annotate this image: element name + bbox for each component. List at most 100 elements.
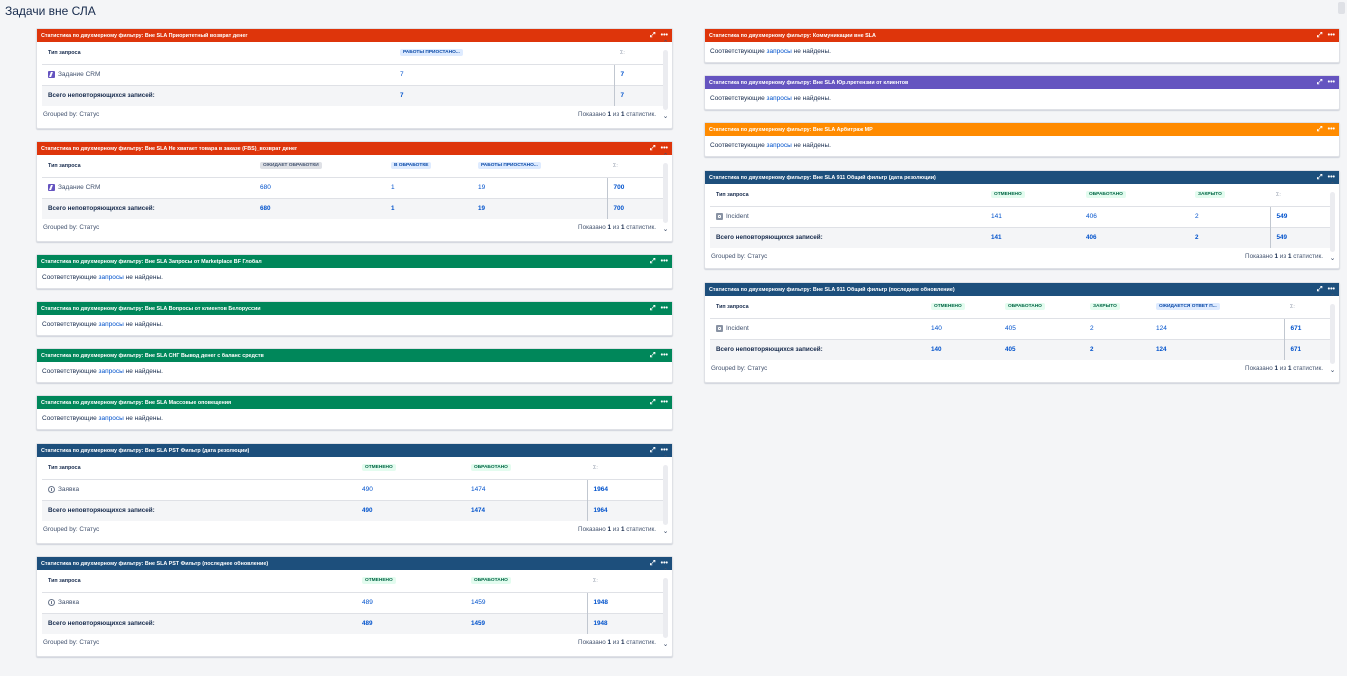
menu-icon[interactable]: ••• xyxy=(660,352,668,359)
total-sum[interactable]: 671 xyxy=(1283,338,1332,360)
menu-icon[interactable]: ••• xyxy=(660,258,668,265)
scroll-down-icon[interactable]: ⌄ xyxy=(662,226,669,233)
expand-icon[interactable]: ⤢ xyxy=(650,560,656,567)
row-value[interactable]: 2 xyxy=(1084,317,1150,339)
requests-link[interactable]: запросы xyxy=(98,415,124,422)
status-lozenge[interactable]: ОБРАБОТАНО xyxy=(471,577,511,585)
gadget-header[interactable]: Статистика по двухмерному фильтру: Комму… xyxy=(705,29,1339,42)
gadget-header[interactable]: Статистика по двухмерному фильтру: Вне S… xyxy=(37,142,672,155)
total-sum[interactable]: 7 xyxy=(613,84,665,106)
scroll-up-icon[interactable]: ⌃ xyxy=(662,153,669,160)
row-value[interactable]: 141 xyxy=(985,205,1080,227)
menu-icon[interactable]: ••• xyxy=(660,447,668,454)
row-sum[interactable]: 1948 xyxy=(586,591,665,613)
total-value[interactable]: 140 xyxy=(925,338,999,360)
row-value[interactable]: 124 xyxy=(1150,317,1284,339)
total-value[interactable]: 141 xyxy=(985,226,1080,248)
row-value[interactable]: 140 xyxy=(925,317,999,339)
row-sum[interactable]: 549 xyxy=(1269,205,1332,227)
row-value[interactable]: 1474 xyxy=(465,478,587,500)
expand-icon[interactable]: ⤢ xyxy=(1317,79,1323,86)
status-lozenge[interactable]: ОТМЕНЕНО xyxy=(362,577,396,585)
menu-icon[interactable]: ••• xyxy=(660,32,668,39)
requests-link[interactable]: запросы xyxy=(766,95,792,102)
scroll-up-icon[interactable]: ⌃ xyxy=(1329,182,1336,189)
gadget-scrollbar[interactable]: ⌃ ⌄ xyxy=(662,455,669,535)
requests-link[interactable]: запросы xyxy=(766,48,792,55)
gadget-scrollbar[interactable]: ⌃ ⌄ xyxy=(1329,182,1336,262)
status-lozenge[interactable]: ОТМЕНЕНО xyxy=(362,464,396,472)
gadget-header[interactable]: Статистика по двухмерному фильтру: Вне S… xyxy=(705,283,1339,296)
total-value[interactable]: 406 xyxy=(1080,226,1189,248)
gadget-scrollbar[interactable]: ⌃ ⌄ xyxy=(1329,294,1336,374)
expand-icon[interactable]: ⤢ xyxy=(650,32,656,39)
total-value[interactable]: 405 xyxy=(999,338,1084,360)
gadget-header[interactable]: Статистика по двухмерному фильтру: Вне S… xyxy=(37,302,672,315)
gadget-scrollbar[interactable]: ⌃ ⌄ xyxy=(662,40,669,120)
requests-link[interactable]: запросы xyxy=(98,368,124,375)
total-sum[interactable]: 1964 xyxy=(586,499,665,521)
expand-icon[interactable]: ⤢ xyxy=(650,447,656,454)
row-sum[interactable]: 7 xyxy=(613,63,665,85)
status-lozenge[interactable]: ОБРАБОТАНО xyxy=(1086,191,1126,199)
row-value[interactable]: 405 xyxy=(999,317,1084,339)
scroll-up-icon[interactable]: ⌃ xyxy=(662,568,669,575)
expand-icon[interactable]: ⤢ xyxy=(1317,286,1323,293)
menu-icon[interactable]: ••• xyxy=(1327,79,1335,86)
gadget-header[interactable]: Статистика по двухмерному фильтру: Вне S… xyxy=(37,557,672,570)
menu-icon[interactable]: ••• xyxy=(660,560,668,567)
page-scrollbar[interactable] xyxy=(1338,2,1345,14)
scroll-up-icon[interactable]: ⌃ xyxy=(1329,294,1336,301)
menu-icon[interactable]: ••• xyxy=(1327,126,1335,133)
menu-icon[interactable]: ••• xyxy=(1327,32,1335,39)
total-value[interactable]: 1 xyxy=(385,197,472,219)
total-value[interactable]: 489 xyxy=(356,612,465,634)
total-value[interactable]: 1474 xyxy=(465,499,587,521)
total-value[interactable]: 2 xyxy=(1084,338,1150,360)
gadget-header[interactable]: Статистика по двухмерному фильтру: Вне S… xyxy=(705,171,1339,184)
gadget-header[interactable]: Статистика по двухмерному фильтру: Вне S… xyxy=(37,396,672,409)
row-value[interactable]: 406 xyxy=(1080,205,1189,227)
row-value[interactable]: 1 xyxy=(385,176,472,198)
total-value[interactable]: 7 xyxy=(394,84,614,106)
total-sum[interactable]: 549 xyxy=(1269,226,1332,248)
row-value[interactable]: 7 xyxy=(394,63,614,85)
gadget-header[interactable]: Статистика по двухмерному фильтру: Вне S… xyxy=(705,123,1339,136)
requests-link[interactable]: запросы xyxy=(766,142,792,149)
status-lozenge[interactable]: РАБОТЫ ПРИОСТАНО... xyxy=(400,49,463,57)
expand-icon[interactable]: ⤢ xyxy=(1317,126,1323,133)
total-value[interactable]: 680 xyxy=(254,197,385,219)
menu-icon[interactable]: ••• xyxy=(660,145,668,152)
expand-icon[interactable]: ⤢ xyxy=(650,352,656,359)
gadget-header[interactable]: Статистика по двухмерному фильтру: Вне S… xyxy=(37,29,672,42)
gadget-header[interactable]: Статистика по двухмерному фильтру: Вне S… xyxy=(705,76,1339,89)
scroll-down-icon[interactable]: ⌄ xyxy=(662,641,669,648)
total-value[interactable]: 490 xyxy=(356,499,465,521)
scroll-down-icon[interactable]: ⌄ xyxy=(1329,255,1336,262)
status-lozenge[interactable]: В ОБРАБОТКЕ xyxy=(391,162,432,170)
row-sum[interactable]: 671 xyxy=(1283,317,1332,339)
row-sum[interactable]: 700 xyxy=(606,176,665,198)
row-value[interactable]: 490 xyxy=(356,478,465,500)
total-value[interactable]: 1459 xyxy=(465,612,587,634)
total-sum[interactable]: 1948 xyxy=(586,612,665,634)
expand-icon[interactable]: ⤢ xyxy=(650,399,656,406)
gadget-scrollbar[interactable]: ⌃ ⌄ xyxy=(662,568,669,648)
gadget-header[interactable]: Статистика по двухмерному фильтру: Вне S… xyxy=(37,444,672,457)
expand-icon[interactable]: ⤢ xyxy=(1317,32,1323,39)
status-lozenge[interactable]: ОТМЕНЕНО xyxy=(991,191,1025,199)
row-value[interactable]: 19 xyxy=(472,176,607,198)
menu-icon[interactable]: ••• xyxy=(660,305,668,312)
menu-icon[interactable]: ••• xyxy=(1327,174,1335,181)
requests-link[interactable]: запросы xyxy=(98,321,124,328)
gadget-header[interactable]: Статистика по двухмерному фильтру: Вне S… xyxy=(37,349,672,362)
expand-icon[interactable]: ⤢ xyxy=(650,258,656,265)
menu-icon[interactable]: ••• xyxy=(660,399,668,406)
status-lozenge[interactable]: ОТМЕНЕНО xyxy=(931,303,965,311)
row-sum[interactable]: 1964 xyxy=(586,478,665,500)
status-lozenge[interactable]: ЗАКРЫТО xyxy=(1195,191,1225,199)
scroll-up-icon[interactable]: ⌃ xyxy=(662,40,669,47)
scroll-up-icon[interactable]: ⌃ xyxy=(662,455,669,462)
status-lozenge[interactable]: ОЖИДАЕТ ОБРАБОТКИ xyxy=(260,162,322,170)
gadget-header[interactable]: Статистика по двухмерному фильтру: Вне S… xyxy=(37,255,672,268)
